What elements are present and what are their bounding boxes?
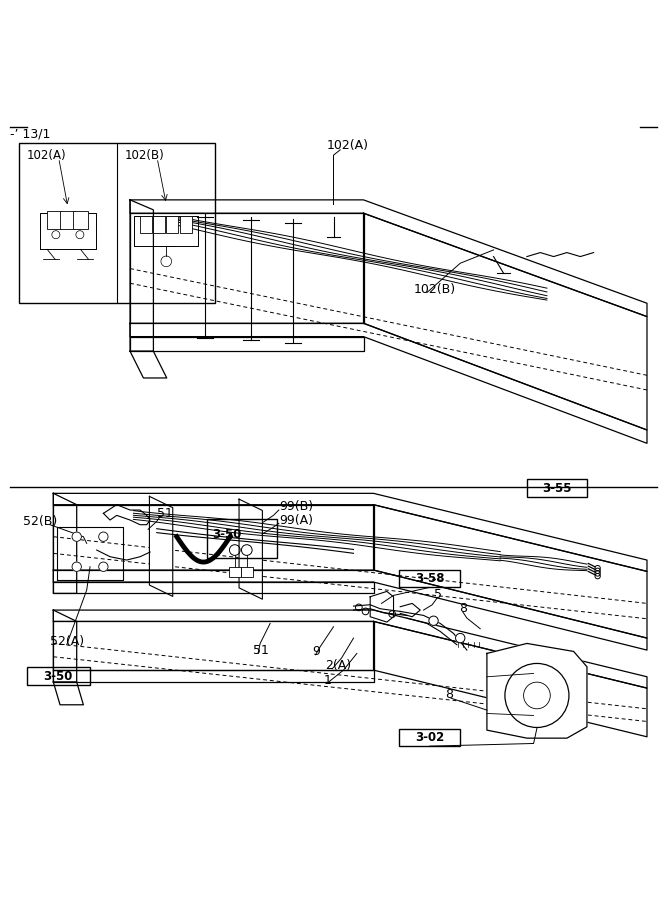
- Text: 8: 8: [446, 688, 454, 701]
- Text: 51: 51: [157, 507, 173, 520]
- Circle shape: [456, 634, 465, 643]
- Circle shape: [99, 562, 108, 572]
- Circle shape: [429, 616, 438, 625]
- Polygon shape: [130, 200, 647, 317]
- Bar: [207, 519, 277, 558]
- Text: 3-02: 3-02: [415, 731, 444, 744]
- Bar: [27, 668, 90, 685]
- Polygon shape: [149, 497, 173, 597]
- Text: 102(B): 102(B): [414, 284, 456, 296]
- Polygon shape: [364, 213, 647, 430]
- Bar: [139, 216, 151, 233]
- Polygon shape: [130, 351, 167, 378]
- Bar: [19, 143, 215, 303]
- Circle shape: [99, 532, 108, 542]
- Text: 2(A): 2(A): [325, 659, 352, 672]
- Bar: [179, 216, 191, 233]
- Text: 99(A): 99(A): [279, 514, 313, 526]
- Bar: [166, 216, 178, 233]
- Text: 3-50: 3-50: [43, 670, 73, 682]
- Polygon shape: [130, 323, 647, 444]
- Text: 102(A): 102(A): [327, 140, 369, 152]
- Bar: [60, 211, 75, 230]
- Polygon shape: [53, 610, 77, 682]
- Polygon shape: [53, 493, 77, 593]
- Text: 102(B): 102(B): [125, 148, 165, 162]
- Polygon shape: [53, 570, 647, 650]
- Polygon shape: [130, 200, 153, 351]
- Text: 3-58: 3-58: [415, 572, 444, 585]
- Text: 51: 51: [253, 644, 269, 657]
- Polygon shape: [487, 644, 587, 738]
- Text: 3-55: 3-55: [542, 482, 572, 494]
- Polygon shape: [130, 213, 364, 323]
- Text: 52(B): 52(B): [23, 515, 57, 528]
- Text: 3-50: 3-50: [212, 527, 241, 541]
- Polygon shape: [53, 682, 83, 705]
- Bar: [527, 480, 587, 497]
- Polygon shape: [53, 670, 374, 682]
- Text: 8: 8: [459, 602, 467, 616]
- Polygon shape: [239, 500, 262, 599]
- Bar: [241, 567, 253, 577]
- Bar: [153, 216, 165, 233]
- Text: 52(A): 52(A): [50, 634, 84, 648]
- Text: 9: 9: [312, 645, 320, 658]
- Text: 99(B): 99(B): [279, 500, 313, 513]
- Polygon shape: [374, 621, 647, 737]
- Circle shape: [505, 663, 569, 727]
- Polygon shape: [53, 621, 374, 670]
- Bar: [229, 567, 241, 577]
- Bar: [399, 729, 460, 746]
- Polygon shape: [53, 610, 647, 688]
- Text: 5: 5: [434, 588, 442, 600]
- Bar: [73, 211, 88, 230]
- Bar: [399, 570, 460, 588]
- Polygon shape: [130, 337, 364, 351]
- Polygon shape: [53, 505, 374, 570]
- Circle shape: [72, 562, 81, 572]
- Polygon shape: [374, 505, 647, 638]
- Circle shape: [72, 532, 81, 542]
- Text: 102(A): 102(A): [27, 148, 66, 162]
- Text: 1: 1: [323, 673, 331, 687]
- Text: -’ 13/1: -’ 13/1: [10, 127, 51, 140]
- Bar: [47, 211, 61, 230]
- Polygon shape: [53, 582, 374, 593]
- Polygon shape: [53, 493, 647, 572]
